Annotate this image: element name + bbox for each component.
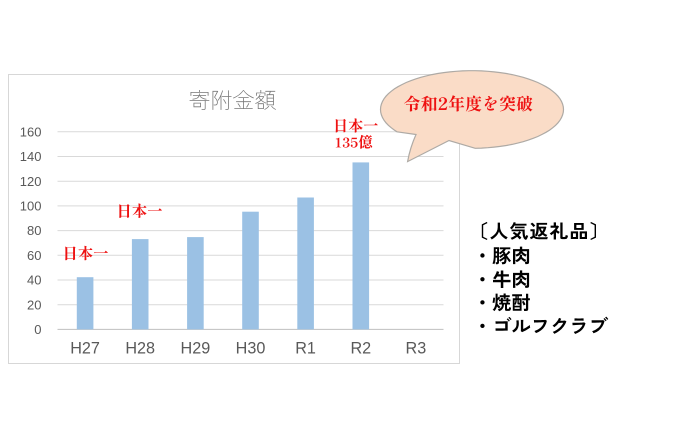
svg-text:120: 120 [20, 174, 42, 189]
svg-text:80: 80 [27, 223, 41, 238]
svg-text:40: 40 [27, 273, 41, 288]
svg-text:H27: H27 [70, 340, 100, 358]
svg-text:0: 0 [34, 322, 41, 337]
svg-text:H29: H29 [181, 340, 211, 358]
svg-text:R2: R2 [350, 340, 371, 358]
svg-text:H28: H28 [125, 340, 155, 358]
svg-text:R3: R3 [406, 340, 427, 358]
svg-text:140: 140 [20, 149, 42, 164]
svg-text:R1: R1 [295, 340, 316, 358]
svg-text:100: 100 [20, 199, 42, 214]
svg-text:20: 20 [27, 297, 41, 312]
svg-text:H30: H30 [236, 340, 266, 358]
svg-text:160: 160 [20, 124, 42, 139]
svg-text:60: 60 [27, 248, 41, 263]
